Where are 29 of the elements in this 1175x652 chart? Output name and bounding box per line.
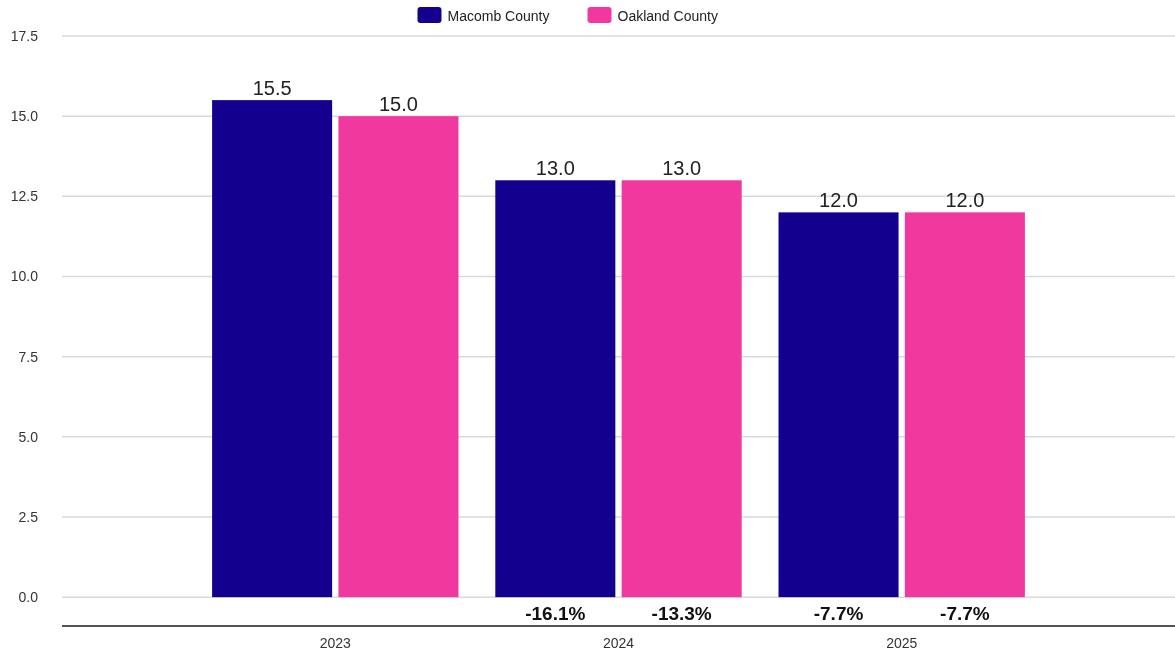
- x-tick-label: 2024: [602, 635, 635, 651]
- legend-label: Macomb County: [447, 8, 550, 24]
- data-label: 15.0: [379, 93, 418, 116]
- y-tick-label: 0.0: [18, 589, 39, 606]
- y-tick-label: 7.5: [18, 348, 39, 365]
- y-tick-label: 5.0: [18, 428, 39, 445]
- bar: [495, 180, 616, 598]
- annotation: -13.3%: [651, 603, 712, 625]
- annotation: -7.7%: [813, 603, 864, 625]
- y-tick-label: 15.0: [10, 108, 39, 125]
- legend-label: Oakland County: [617, 8, 718, 24]
- data-label: 15.5: [252, 77, 292, 100]
- bar: [621, 180, 742, 598]
- bar: [778, 212, 899, 598]
- annotation: -16.1%: [525, 603, 586, 625]
- y-tick-label: 17.5: [10, 28, 39, 44]
- y-tick-label: 12.5: [10, 188, 39, 205]
- y-tick-label: 10.0: [10, 268, 39, 285]
- x-tick-label: 2025: [886, 635, 918, 651]
- data-label: 12.0: [819, 189, 858, 212]
- data-label: 13.0: [535, 157, 575, 180]
- bar: [212, 100, 333, 598]
- bar: [338, 116, 459, 598]
- data-label: 13.0: [662, 157, 702, 180]
- annotation: -7.7%: [940, 603, 990, 625]
- x-tick-label: 2023: [319, 635, 352, 651]
- bar: [904, 212, 1025, 598]
- y-tick-label: 2.5: [18, 508, 39, 525]
- data-label: 12.0: [945, 189, 985, 212]
